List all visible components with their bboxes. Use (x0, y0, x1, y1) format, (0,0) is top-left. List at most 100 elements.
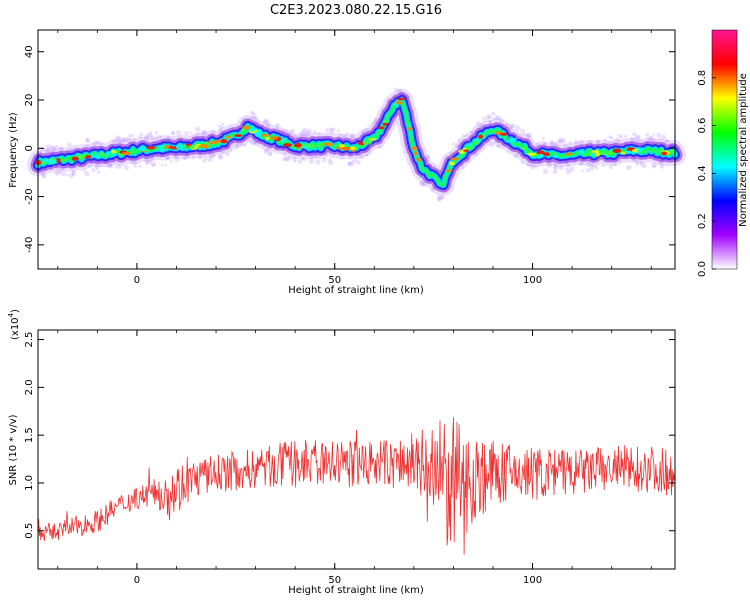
spectrogram-peak (241, 128, 246, 132)
spectrogram-speckle (494, 115, 499, 121)
spectrogram-speckle (664, 140, 667, 144)
spectrogram-speckle (552, 162, 557, 167)
spectrogram-speckle (65, 173, 69, 177)
spectrogram-speckle (337, 129, 341, 133)
spectrogram-peak (413, 151, 418, 156)
spectrogram-peak (323, 142, 334, 147)
spectrogram-speckle (121, 137, 126, 142)
spectrogram-speckle (209, 153, 214, 159)
spectrogram-peak (138, 147, 147, 152)
spectrogram-peak (395, 100, 403, 105)
spectrogram-speckle (361, 129, 365, 134)
spectrogram-speckle (614, 137, 620, 143)
spectrogram-peak (71, 156, 79, 161)
spectrogram-speckle (130, 133, 134, 138)
spectrogram-speckle (39, 150, 43, 154)
spectrogram-speckle (218, 155, 223, 160)
spectrogram-speckle (229, 149, 233, 153)
spectrogram-peak (260, 133, 271, 137)
spectrogram-speckle (666, 139, 669, 142)
spectrogram-peak (316, 142, 323, 147)
spectrogram-speckle (526, 133, 529, 136)
snr-frame (37, 329, 676, 570)
spectrogram-speckle (57, 171, 61, 175)
spectrogram-speckle (359, 154, 365, 160)
spectrogram-peak (499, 132, 509, 136)
spectrogram-speckle (496, 143, 501, 148)
spectrogram-speckle (276, 127, 280, 130)
spectrogram-speckle (152, 163, 156, 167)
spectrogram-speckle (252, 112, 256, 116)
spectrogram-speckle (420, 182, 426, 188)
spectrogram-peak (47, 159, 57, 164)
spectrogram-speckle (347, 161, 353, 167)
spectrogram-speckle (55, 173, 59, 176)
spectrogram-speckle (657, 138, 661, 142)
spectrogram-speckle (553, 141, 558, 146)
spectrogram-speckle (51, 146, 56, 151)
y-tick-label: 40 (24, 45, 35, 58)
spectrogram-peak (269, 136, 279, 140)
spectrogram-peak (226, 135, 231, 140)
spectrogram-speckle (365, 153, 369, 157)
spectrogram-speckle (111, 138, 115, 143)
spectrogram-peak (620, 151, 626, 155)
spectrogram-speckle (211, 129, 216, 135)
spectrogram-speckle (526, 132, 532, 138)
spectrogram-speckle (639, 160, 643, 164)
spectrogram-speckle (496, 144, 500, 148)
spectrogram-speckle (165, 156, 170, 161)
spectrogram-speckle (195, 126, 201, 132)
spectrogram-speckle (608, 135, 612, 139)
spectrogram-speckle (207, 157, 213, 163)
spectrogram-speckle (645, 132, 650, 137)
spectrogram-speckle (530, 164, 536, 170)
spectrogram-speckle (342, 133, 347, 139)
spectrogram-speckle (307, 128, 312, 134)
x-tick-label: 100 (523, 275, 542, 286)
spectrogram-speckle (291, 156, 297, 162)
spectrogram-speckle (567, 164, 571, 167)
spectrogram-speckle (526, 162, 531, 167)
spectrogram-speckle (92, 140, 98, 146)
spectrogram-speckle (430, 187, 435, 192)
spectrogram-speckle (603, 138, 608, 142)
spectrogram-speckle (161, 163, 165, 167)
spectrogram-speckle (475, 121, 481, 127)
spectrogram-speckle (69, 147, 73, 151)
spectrogram-speckle (150, 161, 157, 167)
spectrogram-peak (208, 140, 218, 144)
spectrogram-speckle (202, 158, 207, 163)
spectrogram-speckle (659, 163, 665, 169)
spectrogram-speckle (139, 132, 144, 137)
y-tick-label: 0.5 (24, 523, 35, 539)
spectrogram-peak (467, 142, 473, 147)
spectrogram-peak (90, 154, 101, 158)
spectrogram-peak (584, 152, 592, 157)
spectrogram-speckle (120, 137, 126, 143)
spectrogram-speckle (419, 180, 425, 186)
spectrogram-speckle (250, 110, 255, 115)
spectrogram-speckle (482, 116, 488, 122)
spectrogram-speckle (144, 161, 149, 166)
spectrogram-peak (282, 143, 293, 148)
spectrogram-peak (105, 150, 110, 156)
spectrogram-speckle (351, 162, 355, 166)
spectrogram-peak (508, 138, 517, 143)
spectrogram-speckle (425, 154, 431, 160)
spectrogram-speckle (113, 137, 119, 143)
spectrogram-ticks: 0 50 100 -40 -20 0 20 40 (24, 30, 675, 286)
spectrogram-speckle (218, 127, 223, 132)
spectrogram-speckle (96, 140, 100, 144)
spectrogram-speckle (293, 134, 299, 139)
spectrogram-speckle (56, 168, 62, 174)
x-tick-label: 0 (134, 575, 140, 586)
spectrogram-speckle (589, 166, 595, 171)
spectrogram-speckle (341, 157, 344, 160)
spectrogram-speckle (308, 158, 314, 164)
spectrogram-speckle (557, 140, 561, 143)
spectrogram-speckle (196, 132, 200, 136)
colorbar-tick-label: 0.8 (697, 70, 708, 86)
spectrogram-peak (40, 158, 49, 163)
spectrogram-speckle (377, 144, 382, 150)
